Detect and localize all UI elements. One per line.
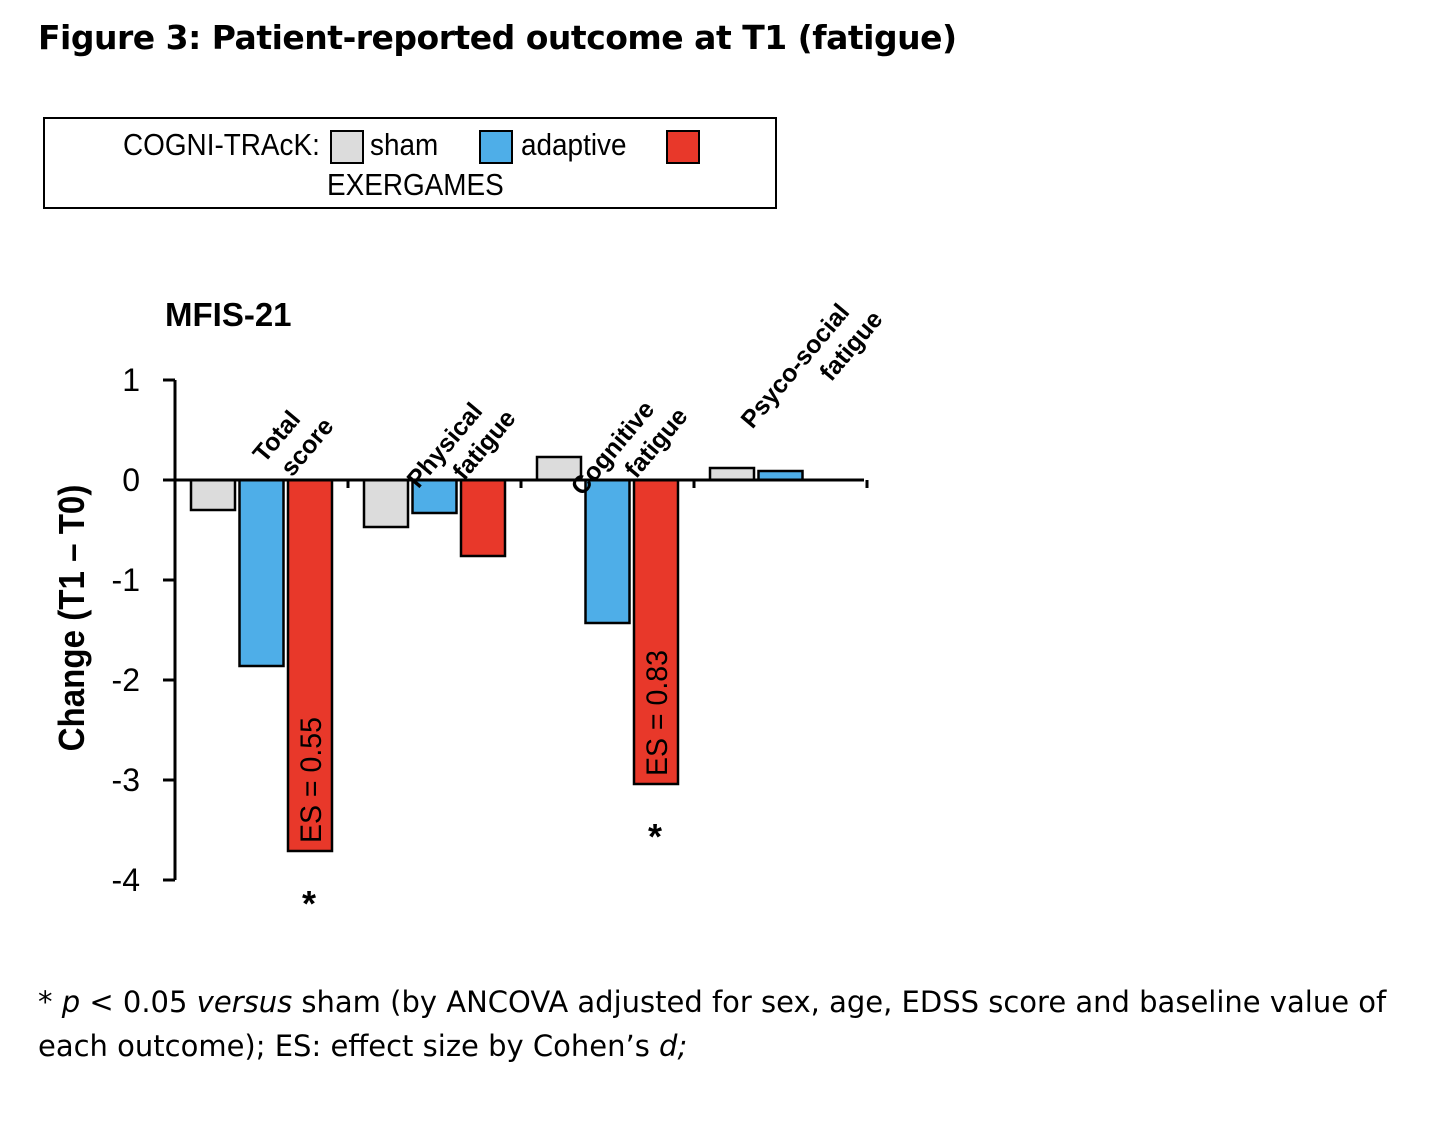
effect-size-label-0: ES = 0.55 [295, 717, 328, 843]
footnote-part1: < 0.05 [80, 985, 197, 1019]
footnote-p: p [61, 985, 81, 1019]
legend-label-sham: sham [370, 127, 439, 162]
footnote-part2: sham (by ANCOVA adjusted for sex, age, E… [38, 985, 1387, 1063]
legend-swatch-exergames [666, 130, 700, 164]
legend-swatch-sham [330, 130, 364, 164]
bar-exergames-2 [632, 478, 680, 786]
bar-adaptive-1 [411, 478, 458, 515]
bar-sham-1 [362, 478, 410, 529]
legend-swatch-adaptive [479, 130, 513, 164]
bar-exergames-0 [286, 478, 334, 853]
y-tick-label: -1 [112, 562, 140, 598]
footnote-star: * [38, 985, 53, 1019]
footnote: * p < 0.05 versus sham (by ANCOVA adjust… [38, 980, 1418, 1068]
y-tick-label: -2 [112, 662, 140, 698]
y-axis-label: Change (T1 – T0) [53, 485, 93, 752]
footnote-d: d; [659, 1029, 688, 1063]
footnote-versus: versus [196, 985, 293, 1019]
legend-label-exergames: EXERGAMES [327, 167, 504, 202]
bar-adaptive-2 [584, 478, 631, 625]
significance-star-1: * [648, 816, 662, 857]
y-tick-label: -4 [112, 862, 140, 898]
bar-exergames-1 [459, 478, 507, 558]
bar-adaptive-0 [238, 478, 285, 668]
legend: COGNI-TRAcK: sham adaptive EXERGAMES [43, 117, 777, 209]
bar-chart: MFIS-21 Change (T1 – T0) 1 0 -1 -2 -3 -4 Totalsc… [53, 286, 889, 924]
legend-prefix: COGNI-TRAcK: [123, 127, 320, 162]
y-tick-label: 1 [122, 362, 140, 398]
category-label: Totalscore [248, 393, 340, 487]
y-tick-label: 0 [122, 462, 140, 498]
bar-sham-0 [189, 478, 237, 512]
category-label: Psyco-socialfatigue [735, 286, 888, 453]
chart-title: MFIS-21 [165, 296, 292, 333]
significance-star-0: * [302, 883, 316, 924]
figure-title: Figure 3: Patient-reported outcome at T1… [38, 18, 957, 57]
bar-sham-3 [708, 466, 756, 482]
legend-label-adaptive: adaptive [521, 127, 627, 162]
y-tick-label: -3 [112, 762, 140, 798]
effect-size-label-1: ES = 0.83 [641, 650, 674, 776]
